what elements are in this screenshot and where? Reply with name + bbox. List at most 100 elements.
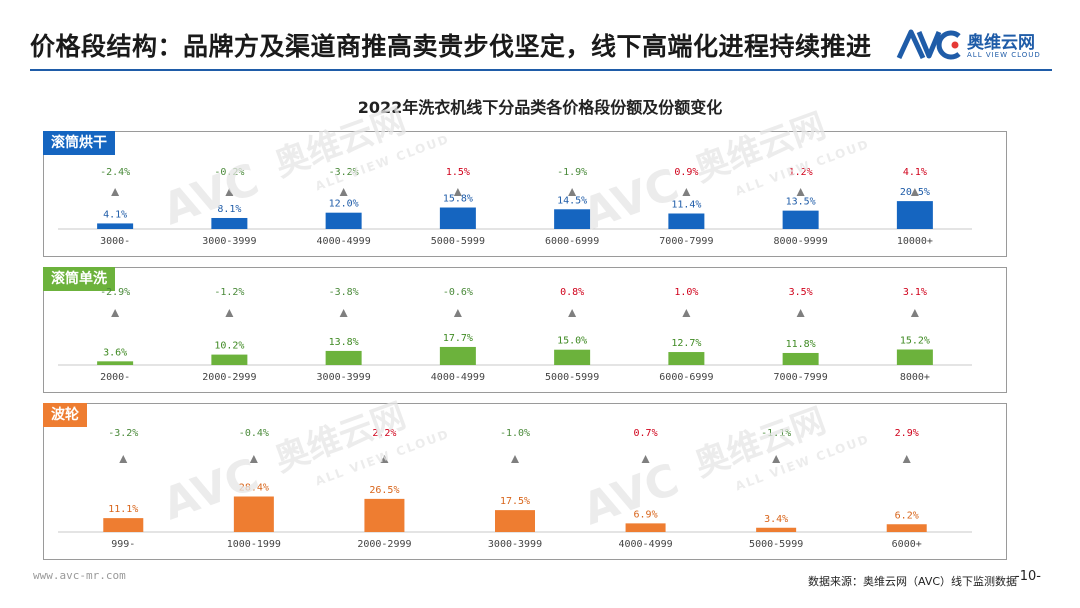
category-tick-label: 3000-3999	[317, 372, 371, 383]
share-change-label: 2.2%	[372, 428, 396, 439]
bar-chart-svg: 4.1% -2.4% 3000- 8.1% -0.2% 3000-3999 12.0% -3.…	[58, 167, 972, 247]
share-change-label: -1.1%	[761, 428, 791, 439]
change-marker-icon	[339, 309, 348, 317]
share-value-label: 3.4%	[764, 514, 788, 525]
share-change-label: -2.4%	[100, 167, 130, 178]
share-bar	[439, 346, 476, 365]
logo-brand-cn: 奥维云网	[967, 33, 1035, 53]
share-value-label: 11.1%	[108, 504, 138, 515]
share-value-label: 13.5%	[786, 197, 816, 208]
change-marker-icon	[568, 309, 577, 317]
share-bar	[554, 349, 591, 365]
panel-label: 滚筒烘干	[43, 131, 115, 155]
share-change-label: 4.1%	[903, 167, 927, 178]
share-change-label: 3.1%	[903, 287, 927, 298]
change-marker-icon	[511, 455, 519, 463]
category-tick-label: 3000-	[100, 236, 130, 247]
avc-logo-icon	[896, 29, 961, 60]
footer-url: www.avc-mr.com	[33, 569, 126, 582]
share-bar	[439, 207, 476, 229]
change-marker-icon	[111, 188, 120, 196]
share-change-label: 1.5%	[446, 167, 470, 178]
share-change-label: -0.2%	[214, 167, 244, 178]
share-change-label: -3.8%	[329, 287, 359, 298]
category-tick-label: 7000-7999	[659, 236, 713, 247]
bar-chart-svg: 3.6% -2.9% 2000- 10.2% -1.2% 2000-2999 13.8% -3…	[58, 287, 972, 383]
change-marker-icon	[225, 309, 234, 317]
share-value-label: 15.0%	[557, 336, 587, 347]
share-value-label: 11.8%	[786, 339, 816, 350]
share-change-label: -1.0%	[500, 428, 530, 439]
change-marker-icon	[249, 455, 258, 463]
change-marker-icon	[453, 188, 462, 196]
share-value-label: 17.5%	[500, 496, 530, 507]
share-change-label: 2.9%	[895, 428, 919, 439]
brand-logo: 奥维云网 ALL VIEW CLOUD	[895, 24, 1055, 64]
category-tick-label: 5000-5999	[749, 539, 803, 550]
share-bar	[782, 352, 819, 365]
category-tick-label: 8000+	[900, 372, 930, 383]
change-marker-icon	[796, 309, 805, 317]
share-value-label: 13.8%	[329, 337, 359, 348]
share-value-label: 12.0%	[329, 199, 359, 210]
category-tick-label: 2000-2999	[357, 539, 411, 550]
category-tick-label: 4000-4999	[431, 372, 485, 383]
category-tick-label: 1000-1999	[227, 539, 281, 550]
panel-label: 滚筒单洗	[43, 267, 115, 291]
category-tick-label: 10000+	[897, 236, 933, 247]
category-tick-label: 6000-6999	[659, 372, 713, 383]
share-change-label: -3.2%	[329, 167, 359, 178]
share-value-label: 4.1%	[103, 209, 127, 220]
share-change-label: -0.6%	[443, 287, 473, 298]
title-divider	[30, 69, 1052, 71]
share-change-label: 1.2%	[789, 167, 813, 178]
share-change-label: -3.2%	[108, 428, 138, 439]
category-tick-label: 4000-4999	[618, 539, 672, 550]
change-marker-icon	[902, 455, 911, 463]
share-value-label: 15.8%	[443, 194, 473, 205]
bar-chart-svg: 11.1% -3.2% 999- 28.4% -0.4% 1000-1999 26.5% 2.…	[58, 428, 972, 550]
share-value-label: 12.7%	[671, 338, 701, 349]
category-tick-label: 5000-5999	[545, 372, 599, 383]
share-bar	[325, 350, 362, 365]
category-tick-label: 7000-7999	[774, 372, 828, 383]
share-bar	[554, 209, 591, 229]
share-change-label: 0.9%	[674, 167, 698, 178]
share-bar	[364, 498, 405, 532]
change-marker-icon	[339, 188, 348, 196]
share-bar	[211, 217, 248, 229]
share-value-label: 14.5%	[557, 195, 587, 206]
share-change-label: -1.9%	[557, 167, 587, 178]
change-marker-icon	[910, 188, 919, 196]
share-change-label: 3.5%	[789, 287, 813, 298]
share-bar	[233, 496, 274, 532]
share-value-label: 26.5%	[369, 485, 399, 496]
chart-panel-pulsator: 波轮 11.1% -3.2% 999- 28.4% -0.4% 1000-1999 26.5…	[43, 403, 1007, 560]
slide-title: 价格段结构：品牌方及渠道商推高卖贵步伐坚定，线下高端化进程持续推进	[30, 32, 872, 61]
share-value-label: 3.6%	[103, 347, 127, 358]
change-marker-icon	[111, 309, 120, 317]
page-number: -10-	[1015, 569, 1041, 584]
category-tick-label: 2000-	[100, 372, 130, 383]
change-marker-icon	[641, 455, 650, 463]
share-bar	[325, 212, 362, 229]
share-bar	[756, 527, 797, 532]
share-change-label: -0.4%	[239, 428, 269, 439]
category-tick-label: 6000-6999	[545, 236, 599, 247]
share-value-label: 6.2%	[895, 510, 919, 521]
share-bar	[668, 352, 705, 365]
share-value-label: 17.7%	[443, 333, 473, 344]
change-marker-icon	[910, 309, 919, 317]
share-bar	[103, 518, 144, 532]
share-bar	[896, 349, 933, 365]
chart-panel-drum-dryer: 滚筒烘干 4.1% -2.4% 3000- 8.1% -0.2% 3000-3999 12.…	[43, 131, 1007, 257]
change-marker-icon	[225, 188, 234, 196]
category-tick-label: 3000-3999	[488, 539, 542, 550]
share-change-label: 0.7%	[634, 428, 658, 439]
share-value-label: 28.4%	[239, 483, 269, 494]
share-change-label: 1.0%	[674, 287, 698, 298]
category-tick-label: 999-	[111, 539, 135, 550]
category-tick-label: 4000-4999	[317, 236, 371, 247]
share-bar	[97, 361, 134, 365]
change-marker-icon	[119, 455, 128, 463]
